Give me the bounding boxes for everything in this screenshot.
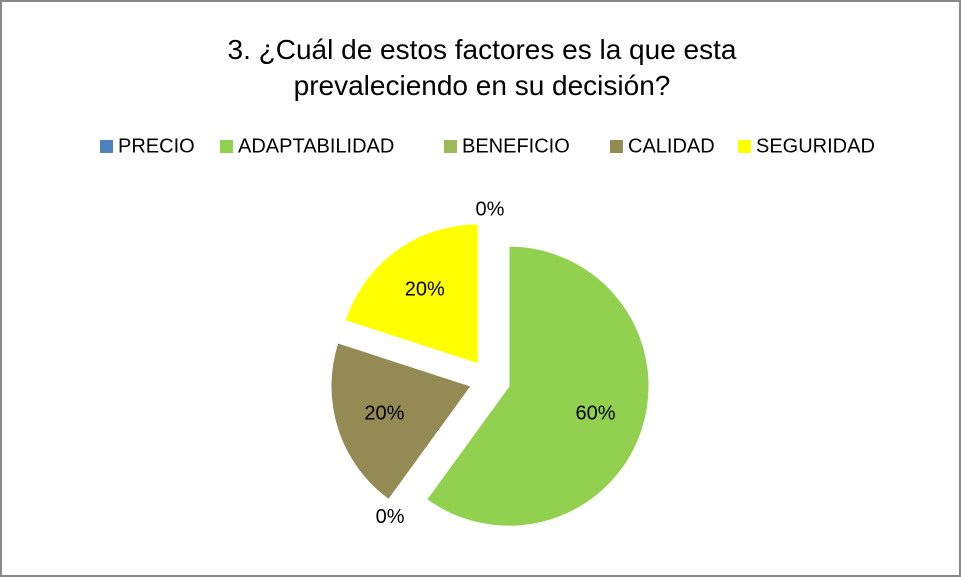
legend-label: BENEFICIO	[462, 135, 570, 157]
data-label: 20%	[405, 278, 445, 300]
legend-label: PRECIO	[118, 135, 195, 157]
legend-label: ADAPTABILIDAD	[238, 135, 394, 157]
data-label: 20%	[364, 403, 404, 425]
data-label: 0%	[476, 198, 505, 220]
pie-slice	[344, 223, 479, 365]
data-label: 0%	[376, 506, 405, 528]
legend-swatch	[610, 140, 623, 153]
legend-label: CALIDAD	[628, 135, 715, 157]
legend-label: SEGURIDAD	[756, 135, 875, 157]
legend-swatch	[100, 140, 113, 153]
pie-slice	[426, 245, 650, 527]
legend-swatch	[738, 140, 751, 153]
chart-title: 3. ¿Cuál de estos factores es la que est…	[227, 34, 737, 101]
legend-swatch	[444, 140, 457, 153]
data-label: 60%	[576, 403, 616, 425]
pie-slice	[330, 342, 472, 501]
legend-swatch	[220, 140, 233, 153]
